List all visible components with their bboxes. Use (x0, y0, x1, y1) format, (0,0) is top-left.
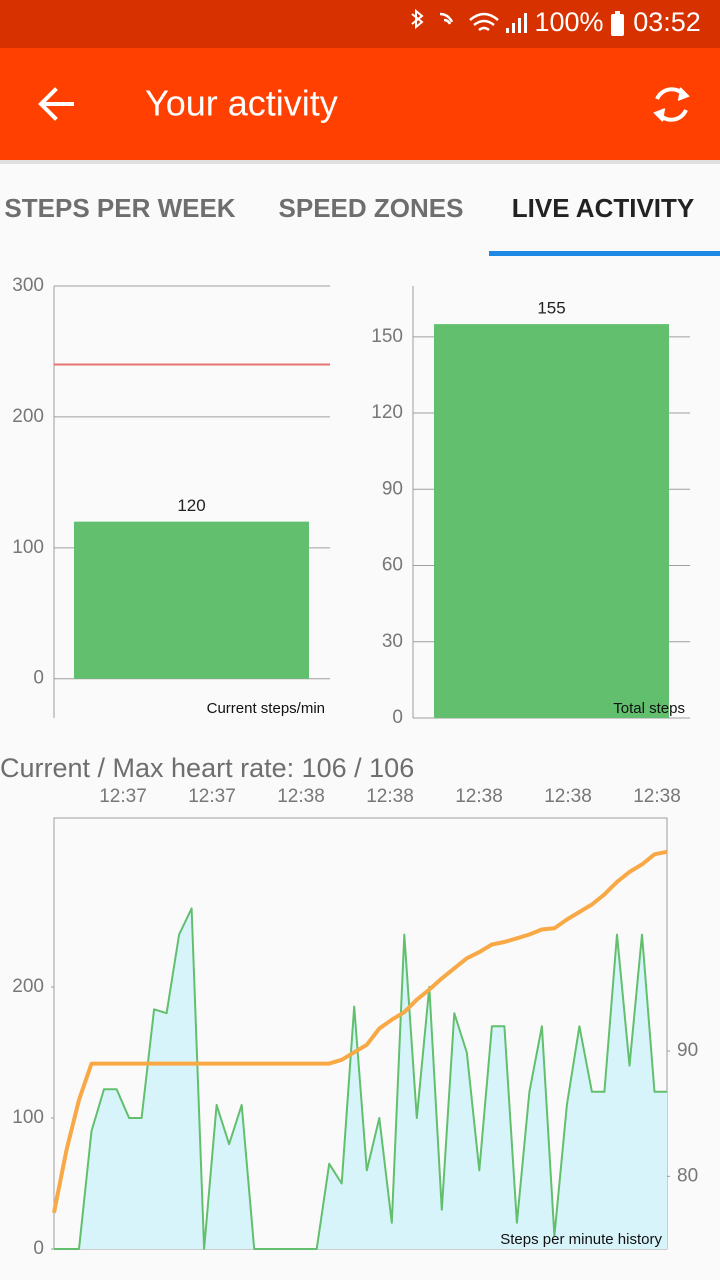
clock: 03:52 (633, 7, 701, 37)
tab-indicator (489, 251, 720, 256)
y-tick-label: 100 (12, 537, 44, 558)
y-tick-label: 100 (12, 1107, 44, 1128)
chart-description: Steps per minute history (500, 1231, 662, 1248)
status-bar (0, 0, 720, 48)
y-tick-label: 150 (371, 326, 403, 347)
app-bar-shadow (0, 160, 720, 164)
y-tick-label: 0 (33, 668, 44, 689)
y-tick-label: 200 (12, 976, 44, 997)
x-tick-label: 12:37 (188, 786, 236, 807)
y-tick-label: 60 (382, 555, 403, 576)
tab[interactable]: STEPS PER WEEK (4, 193, 235, 223)
charts: 0 100 200 300 120 Current steps/min 0 30 60 90 120… (0, 275, 698, 1259)
line (52, 849, 668, 1214)
bar (74, 521, 309, 679)
x-tick-label: 12:38 (544, 786, 592, 807)
bar (434, 324, 669, 718)
x-tick-label: 12:37 (99, 786, 147, 807)
back-button[interactable] (38, 87, 74, 121)
value-label: 155 (537, 299, 565, 318)
value-label: 120 (177, 496, 205, 515)
chart-description: Current steps/min (207, 700, 325, 717)
x-tick-label: 12:38 (455, 786, 503, 807)
y-tick-label: 0 (392, 707, 403, 728)
y-tick-label: 30 (382, 631, 403, 652)
app-bar (0, 48, 720, 160)
y-tick-label: 90 (382, 478, 403, 499)
status-icons (411, 8, 624, 36)
x-tick-label: 12:38 (633, 786, 681, 807)
battery-text: 100% (534, 7, 603, 37)
tab[interactable]: SPEED ZONES (279, 193, 464, 223)
line (54, 907, 667, 1250)
tab[interactable]: LIVE ACTIVITY (512, 193, 695, 223)
y-tick-label: 120 (371, 402, 403, 423)
app-title: Your activity (145, 83, 338, 124)
y-tick-label: 300 (12, 275, 44, 296)
chart-title: Current / Max heart rate: 106 / 106 (0, 753, 414, 783)
tab-bar: STEPS PER WEEK SPEED ZONES LIVE ACTIVITY (4, 193, 720, 256)
refresh-button[interactable] (653, 87, 690, 122)
y-tick-label: 0 (33, 1238, 44, 1259)
x-tick-label: 12:38 (277, 786, 325, 807)
x-tick-label: 12:38 (366, 786, 414, 807)
y-tick-label: 200 (12, 406, 44, 427)
y2-tick-label: 80 (677, 1165, 698, 1186)
chart-description: Total steps (613, 700, 685, 717)
y2-tick-label: 90 (677, 1040, 698, 1061)
